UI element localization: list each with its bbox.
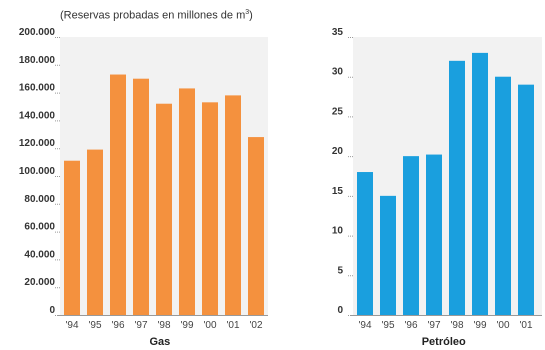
x-tick-label: '01 <box>226 320 239 331</box>
y-tick-label: 35 <box>332 27 344 38</box>
y-tick-label: 40.000 <box>24 249 55 260</box>
chart-panel-gas: 0 20.000 40.000 60.000 80.000 100.000 120.000 1… <box>19 27 268 348</box>
y-tick-label: 80.000 <box>24 194 55 205</box>
bar-gas-4 <box>156 103 172 315</box>
y-tick-label: 60.000 <box>24 222 55 233</box>
subtitle-superscript: 3 <box>245 9 250 16</box>
y-tick-label: 120.000 <box>19 138 56 149</box>
bar-petroleo-3 <box>426 154 442 315</box>
x-tick-label: '01 <box>519 320 532 331</box>
y-tick-label: 10 <box>332 226 344 237</box>
bar-petroleo-6 <box>495 76 511 315</box>
bar-petroleo-0 <box>357 172 373 315</box>
y-tick-label: 140.000 <box>19 110 56 121</box>
x-tick-label: '95 <box>88 320 101 331</box>
bar-petroleo-1 <box>380 195 396 315</box>
bar-gas-7 <box>225 95 241 315</box>
x-tick-label: '95 <box>381 320 394 331</box>
x-tick-label: '97 <box>134 320 147 331</box>
chart-subtitle: (Reservas probadas en millones de m3) <box>60 9 253 22</box>
x-axis-title-gas: Gas <box>149 336 170 348</box>
bar-gas-5 <box>179 88 195 316</box>
x-tick-label: '98 <box>157 320 170 331</box>
x-tick-label: '99 <box>180 320 193 331</box>
bar-gas-0 <box>64 160 80 315</box>
subtitle-text: (Reservas probadas en millones de m <box>60 9 246 22</box>
y-tick-label: 25 <box>332 106 344 117</box>
bar-petroleo-5 <box>472 52 488 316</box>
y-tick-label: 180.000 <box>19 55 56 66</box>
y-tick-label: 20.000 <box>24 277 55 288</box>
x-tick-label: '94 <box>65 320 78 331</box>
y-tick-label: 15 <box>332 186 344 197</box>
bar-petroleo-2 <box>403 156 419 315</box>
y-tick-label: 5 <box>337 265 343 276</box>
bar-gas-2 <box>110 74 126 315</box>
y-tick-label: 160.000 <box>19 83 56 94</box>
x-tick-label: '98 <box>450 320 463 331</box>
chart-panel-petroleo: 0 5 10 15 20 25 30 35 '94 '95 '96 '97 '98 '99 '00 '01 Pe… <box>332 27 542 348</box>
bar-gas-3 <box>133 78 149 315</box>
y-tick-label: 200.000 <box>19 27 56 38</box>
y-tick-label: 100.000 <box>19 166 56 177</box>
x-tick-label: '00 <box>496 320 509 331</box>
bar-petroleo-7 <box>518 84 534 316</box>
y-tick-label: 0 <box>337 305 343 316</box>
y-tick-label: 0 <box>49 305 55 316</box>
x-tick-label: '97 <box>427 320 440 331</box>
x-tick-label: '96 <box>111 320 124 331</box>
bar-gas-6 <box>202 102 218 315</box>
bar-petroleo-4 <box>449 60 465 316</box>
y-tick-label: 20 <box>332 146 344 157</box>
x-axis-title-petroleo: Petróleo <box>422 336 466 348</box>
x-tick-label: '94 <box>358 320 371 331</box>
x-tick-label: '99 <box>473 320 486 331</box>
bar-gas-1 <box>87 149 103 315</box>
x-tick-label: '00 <box>203 320 216 331</box>
x-tick-label: '02 <box>249 320 262 331</box>
subtitle-suffix: ) <box>249 9 253 22</box>
bar-gas-8 <box>248 137 264 315</box>
x-tick-label: '96 <box>404 320 417 331</box>
y-tick-label: 30 <box>332 67 344 78</box>
